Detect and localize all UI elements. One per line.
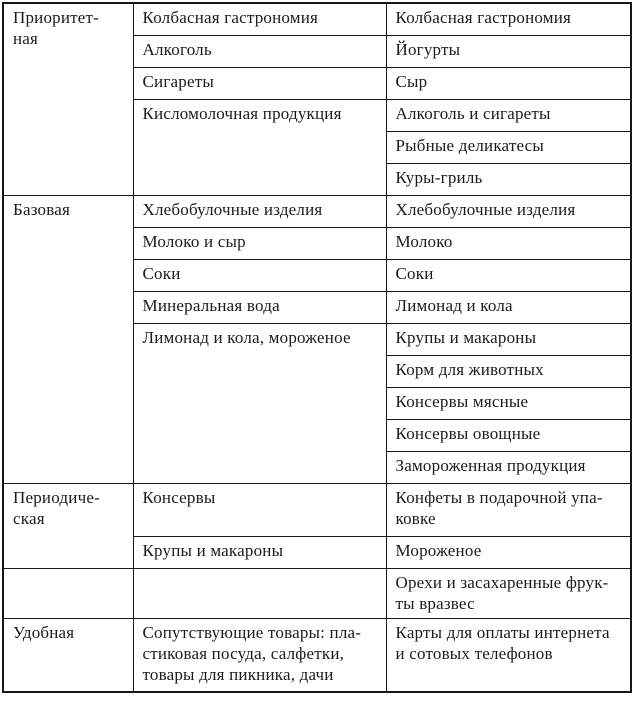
product-cell: Крупы и макароны: [132, 535, 387, 569]
product-cell: Алкоголь и сигареты: [385, 98, 632, 132]
product-cell: Сигареты: [132, 66, 387, 100]
product-cell: Молоко: [385, 226, 632, 260]
table-row: Орехи и засахаренные фрук- ты вразвес: [2, 567, 632, 619]
table-row: Минеральная вода Лимонад и кола: [3, 290, 632, 324]
table-row: Приоритет- ная Колбасная гастрономия Кол…: [2, 2, 632, 196]
table-row: Алкоголь Йогурты: [3, 34, 632, 68]
table-row: Удобная Сопутствующие товары: пла- стико…: [2, 617, 632, 693]
product-cell: Соки: [132, 258, 387, 292]
product-cell: Консервы: [132, 482, 387, 537]
product-cell: Колбасная гастрономия: [132, 2, 387, 36]
product-cell: Хлебобулочные изделия: [132, 194, 387, 228]
product-cell: Минеральная вода: [132, 290, 387, 324]
category-cell: Удобная: [2, 617, 134, 693]
product-cell: Консервы овощные: [385, 418, 632, 452]
table-row: Крупы и макароны Мороженое: [3, 535, 632, 569]
product-cell: Конфеты в подарочной упа- ковке: [385, 482, 632, 537]
product-cell: Кисломолочная продукция: [132, 98, 387, 196]
table-row: Рыбные деликатесы: [3, 130, 632, 164]
product-cell: Куры-гриль: [385, 162, 632, 196]
product-cell: Сыр: [385, 66, 632, 100]
table-row: Базовая Хлебобулочные изделия Хлебобулоч…: [2, 194, 632, 484]
product-cell: Замороженная продукция: [385, 450, 632, 484]
product-cell: Рыбные деликатесы: [385, 130, 632, 164]
product-cell: Орехи и засахаренные фрук- ты вразвес: [385, 567, 632, 619]
product-cell: Сопутствующие товары: пла- стиковая посу…: [132, 617, 387, 693]
product-cell: Хлебобулочные изделия: [385, 194, 632, 228]
product-cell: Крупы и макароны: [385, 322, 632, 356]
product-cell: Консервы мясные: [385, 386, 632, 420]
product-cell-empty: [132, 567, 387, 619]
category-cell: Базовая: [2, 194, 134, 484]
product-cell: Корм для животных: [385, 354, 632, 388]
category-cell: Периодиче- ская: [2, 482, 134, 569]
product-cell: Мороженое: [385, 535, 632, 569]
category-cell: Приоритет- ная: [2, 2, 134, 196]
table-row: Молоко и сыр Молоко: [3, 226, 632, 260]
product-cell: Йогурты: [385, 34, 632, 68]
product-cell: Карты для оплаты интернета и сотовых тел…: [385, 617, 632, 693]
category-cell-empty: [2, 567, 134, 619]
product-cell: Алкоголь: [132, 34, 387, 68]
table-row: Лимонад и кола, мороженое Крупы и макаро…: [3, 322, 632, 484]
product-cell: Лимонад и кола: [385, 290, 632, 324]
table-row: Замороженная продукция: [3, 450, 632, 484]
table-row: Консервы мясные: [3, 386, 632, 420]
table-row: Сигареты Сыр: [3, 66, 632, 100]
product-cell: Лимонад и кола, мороженое: [132, 322, 387, 484]
product-cell: Колбасная гастрономия: [385, 2, 632, 36]
table-row: Консервы овощные: [3, 418, 632, 452]
table-row: Кисломолочная продукция Алкоголь и сигар…: [3, 98, 632, 196]
table-row: Периодиче- ская Консервы Конфеты в подар…: [2, 482, 632, 569]
product-cell: Соки: [385, 258, 632, 292]
product-cell: Молоко и сыр: [132, 226, 387, 260]
